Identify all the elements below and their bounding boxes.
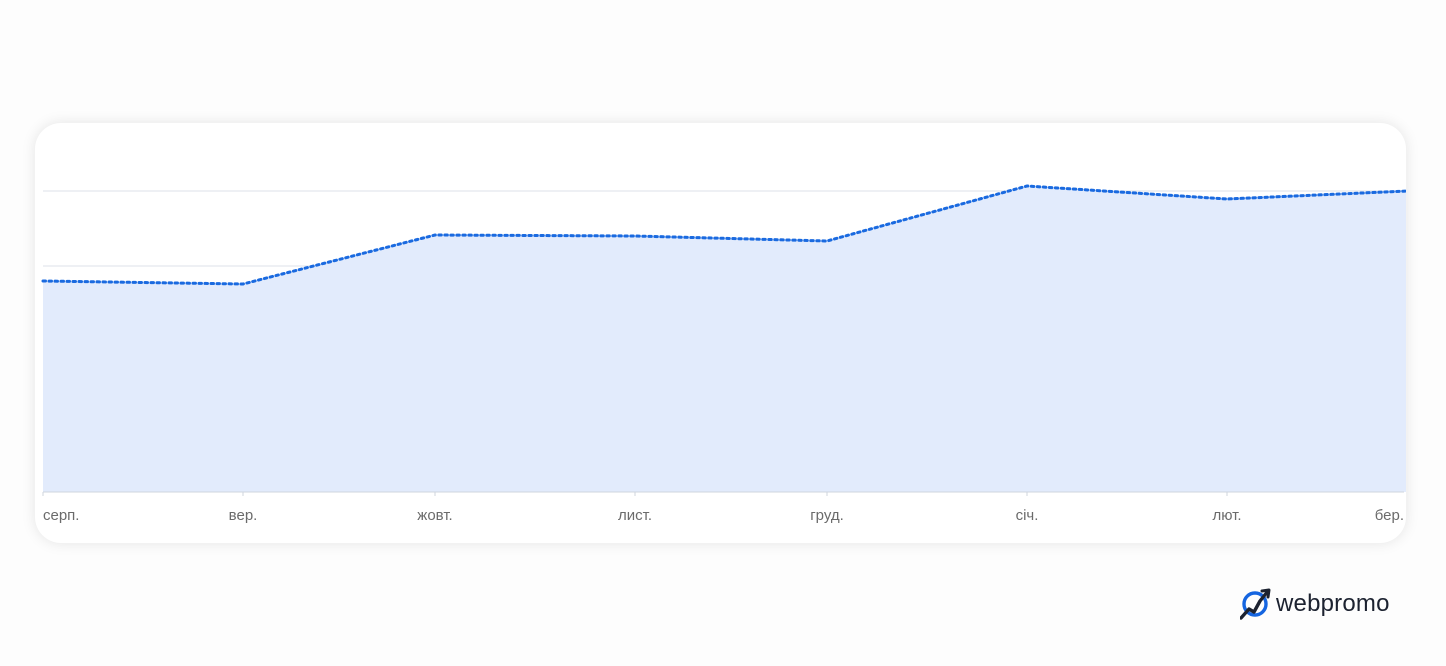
x-tick-label: бер. — [1375, 507, 1404, 524]
x-tick-label: жовт. — [417, 507, 452, 524]
x-tick-label: лют. — [1212, 507, 1241, 524]
chart-area — [41, 184, 1406, 493]
x-tick-label: серп. — [43, 507, 79, 524]
area-fill — [43, 186, 1406, 492]
x-tick-label: вер. — [229, 507, 258, 524]
x-tick-label: лист. — [618, 507, 652, 524]
brand-logo: webpromo — [1240, 586, 1390, 622]
series-line — [41, 184, 1406, 286]
chart-card: серп. вер. жовт. лист. груд. січ. лют. бер. — [35, 123, 1406, 543]
x-tick-label: січ. — [1016, 507, 1039, 524]
webpromo-logo-icon — [1240, 588, 1271, 620]
x-tick-label: груд. — [810, 507, 844, 524]
x-axis-ticks: серп. вер. жовт. лист. груд. січ. лют. бер. — [42, 492, 1404, 524]
area-chart: серп. вер. жовт. лист. груд. січ. лют. бер. — [41, 184, 1406, 524]
brand-name: webpromo — [1276, 590, 1390, 617]
